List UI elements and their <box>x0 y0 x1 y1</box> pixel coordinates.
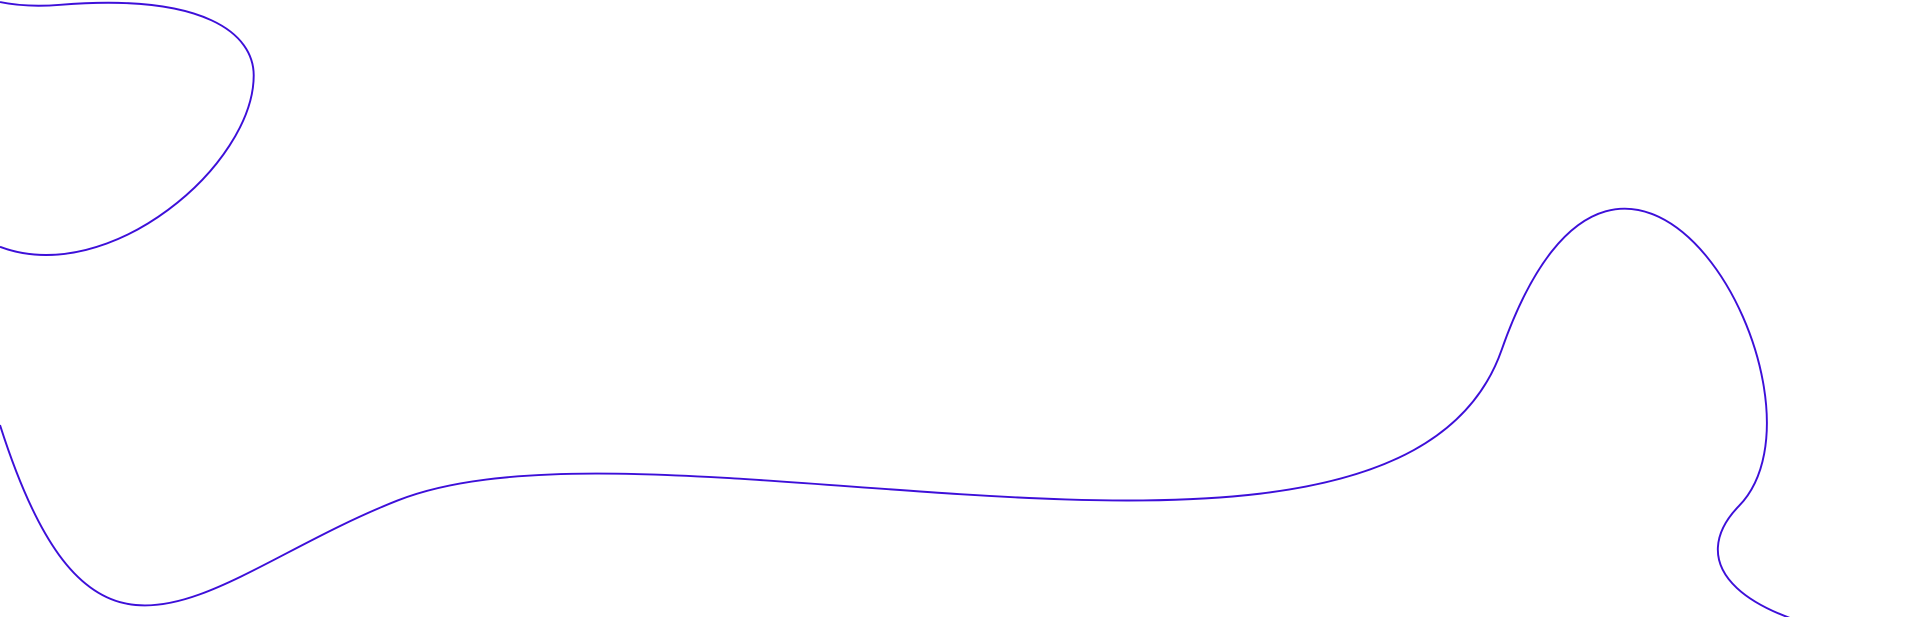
top-left-loop-line <box>0 1 255 256</box>
bottom-wave-line <box>0 207 1791 617</box>
